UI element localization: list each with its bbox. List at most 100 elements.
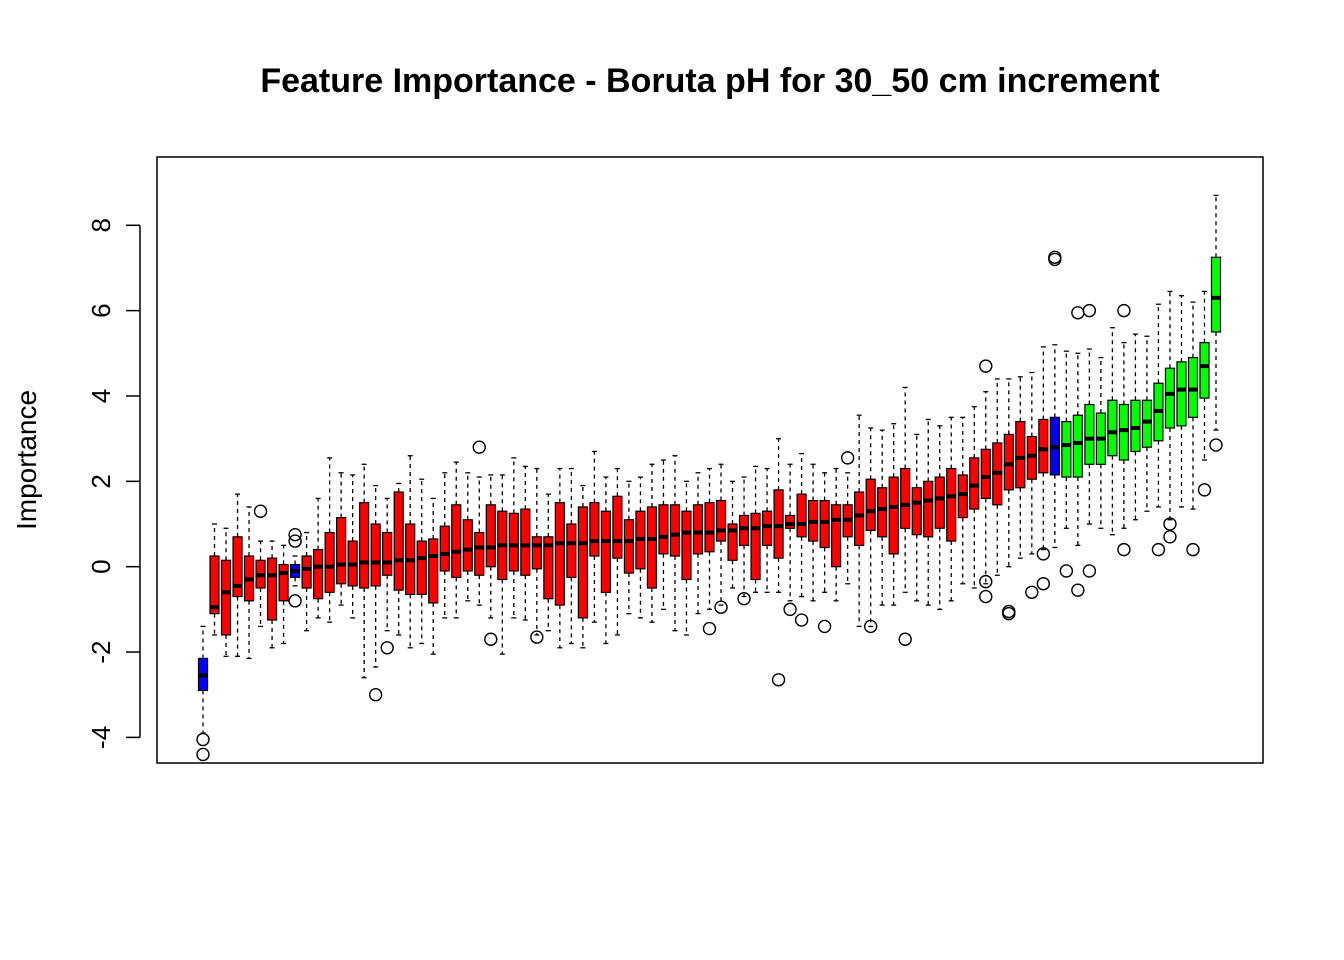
box-iqr — [1199, 342, 1210, 399]
box-iqr — [934, 476, 945, 529]
box-iqr — [566, 523, 577, 578]
outlier-point — [840, 451, 855, 465]
box-iqr — [278, 563, 289, 602]
outlier-point — [1186, 542, 1200, 557]
box-rejected — [253, 504, 268, 628]
outlier-point — [1117, 542, 1131, 557]
box-rejected — [439, 472, 450, 619]
outlier-point — [196, 732, 210, 747]
box-shadow — [196, 625, 210, 762]
box-rejected — [946, 416, 957, 602]
box-iqr — [1003, 433, 1014, 491]
box-iqr — [727, 523, 738, 561]
box-iqr — [761, 510, 773, 546]
box-rejected — [243, 506, 255, 660]
box-iqr — [428, 538, 439, 604]
box-iqr — [623, 519, 635, 574]
box-shadow — [288, 527, 302, 608]
box-iqr — [819, 499, 830, 549]
outlier-point — [1117, 303, 1131, 318]
box-rejected — [428, 497, 439, 655]
outlier-point — [1163, 517, 1177, 531]
box-iqr — [681, 510, 692, 581]
box-iqr — [232, 536, 243, 598]
box-rejected — [554, 467, 565, 649]
box-rejected — [566, 467, 577, 645]
box-confirmed — [1095, 356, 1106, 529]
box-rejected — [1036, 346, 1051, 591]
box-rejected — [808, 463, 819, 602]
box-confirmed — [1130, 333, 1141, 521]
box-iqr — [900, 467, 911, 529]
box-iqr — [520, 508, 531, 576]
box-iqr — [1118, 403, 1130, 461]
box-iqr — [313, 549, 324, 600]
box-iqr — [1038, 418, 1049, 474]
y-tick-label: 2 — [86, 474, 116, 488]
box-rejected — [888, 423, 899, 606]
box-rejected — [737, 476, 751, 606]
y-tick-label: -4 — [86, 726, 116, 749]
box-iqr — [393, 491, 404, 591]
box-rejected — [530, 467, 544, 644]
box-rejected — [702, 467, 717, 636]
outlier-point — [1036, 547, 1051, 561]
box-rejected — [577, 484, 588, 649]
outlier-point — [1025, 585, 1039, 599]
box-iqr — [382, 531, 393, 576]
box-confirmed — [1186, 301, 1200, 557]
box-rejected — [831, 467, 842, 602]
box-rejected — [313, 497, 324, 619]
box-iqr — [1164, 367, 1176, 429]
box-rejected — [380, 497, 394, 655]
box-iqr — [1141, 399, 1153, 448]
box-rejected — [750, 465, 761, 593]
box-rejected — [854, 414, 865, 628]
y-tick-label: -2 — [86, 640, 116, 663]
box-iqr — [865, 478, 876, 532]
box-iqr — [266, 557, 278, 621]
box-rejected — [589, 450, 600, 623]
box-rejected — [1025, 371, 1039, 599]
box-iqr — [324, 531, 335, 593]
box-rejected — [840, 451, 855, 585]
box-iqr — [738, 514, 750, 546]
box-rejected — [278, 544, 289, 645]
box-rejected — [669, 455, 681, 632]
box-rejected — [543, 493, 554, 632]
box-rejected — [612, 467, 623, 636]
box-rejected — [266, 540, 278, 649]
outlier-point — [1002, 606, 1016, 621]
box-iqr — [877, 487, 888, 538]
outlier-point — [1151, 542, 1166, 557]
box-iqr — [1061, 420, 1072, 478]
outlier-point — [783, 602, 797, 617]
outlier-point — [472, 440, 486, 454]
outlier-point — [1071, 583, 1085, 597]
outlier-point — [979, 359, 993, 373]
box-iqr — [600, 510, 611, 593]
box-confirmed — [1117, 303, 1131, 557]
box-iqr — [969, 457, 980, 510]
box-shadow — [1048, 250, 1062, 549]
box-iqr — [854, 491, 865, 546]
outlier-point — [288, 527, 302, 542]
box-rejected — [957, 416, 968, 585]
box-rejected — [681, 480, 692, 636]
chart-title: Feature Importance - Boruta pH for 30_50… — [260, 62, 1159, 100]
outlier-point — [253, 504, 268, 518]
outlier-point — [1059, 564, 1074, 578]
y-axis-label: Importance — [11, 390, 42, 530]
plot-frame — [156, 156, 1264, 764]
box-iqr — [646, 506, 658, 589]
box-rejected — [393, 482, 404, 636]
outlier-point — [1082, 564, 1097, 578]
box-iqr — [911, 487, 922, 536]
box-rejected — [771, 438, 786, 687]
box-rejected — [405, 455, 416, 649]
outlier-point — [1197, 483, 1212, 497]
box-iqr — [543, 536, 554, 600]
outlier-point — [530, 630, 544, 644]
outlier-point — [484, 632, 498, 646]
box-iqr — [508, 512, 519, 572]
